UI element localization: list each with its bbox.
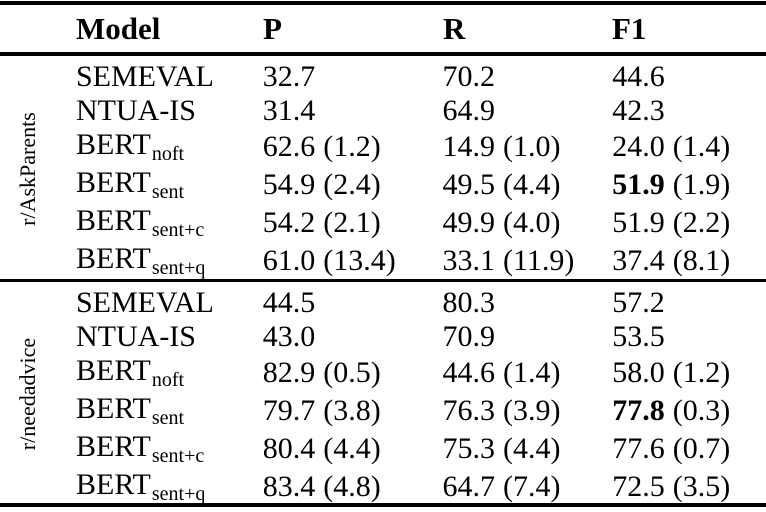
f1-cell: 37.4 (8.1) <box>612 244 731 277</box>
r-cell: 49.5 (4.4) <box>442 168 561 201</box>
table-row: BERTsent 79.7 (3.8) 76.3 (3.9) 77.8 (0.3) <box>0 392 766 430</box>
model-cell: SEMEVAL <box>76 286 214 319</box>
r-cell: 75.3 (4.4) <box>442 432 561 465</box>
p-cell: 32.7 <box>262 60 316 93</box>
f1-cell: 51.9 (1.9) <box>612 168 731 201</box>
f1-cell: 44.6 <box>612 60 665 93</box>
table-row: NTUA-IS 43.0 70.9 53.5 <box>0 320 766 354</box>
table-row: BERTnoft 82.9 (0.5) 44.6 (1.4) 58.0 (1.2) <box>0 354 766 392</box>
header-model: Model <box>76 11 161 46</box>
f1-cell: 24.0 (1.4) <box>612 130 731 163</box>
model-cell: BERTsent <box>76 166 185 203</box>
group-askparents: r/AskParents SEMEVAL 32.7 70.2 44.6 NTUA-IS 3… <box>0 60 766 280</box>
f1-cell: 42.3 <box>612 94 665 127</box>
p-cell: 31.4 <box>262 94 316 127</box>
model-cell: BERTsent+c <box>76 430 205 467</box>
table-row: BERTsent+q 83.4 (4.8) 64.7 (7.4) 72.5 (3.5) <box>0 468 766 506</box>
model-cell: BERTnoft <box>76 354 185 391</box>
f1-cell: 58.0 (1.2) <box>612 356 731 389</box>
header-precision: P <box>263 11 282 46</box>
r-cell: 64.9 <box>442 94 495 127</box>
header-f1: F1 <box>612 11 647 46</box>
model-cell: NTUA-IS <box>76 94 196 127</box>
group-rows: SEMEVAL 44.5 80.3 57.2 NTUA-IS 43.0 70.9 53.5 BE… <box>0 286 766 505</box>
bottom-rule <box>0 503 766 507</box>
top-rule <box>0 1 766 5</box>
r-cell: 44.6 (1.4) <box>442 356 561 389</box>
r-cell: 70.2 <box>442 60 495 93</box>
table-row: BERTnoft 62.6 (1.2) 14.9 (1.0) 24.0 (1.4) <box>0 128 766 166</box>
r-cell: 33.1 (11.9) <box>442 244 575 277</box>
table-row: NTUA-IS 31.4 64.9 42.3 <box>0 94 766 128</box>
p-cell: 43.0 <box>262 320 316 353</box>
p-cell: 83.4 (4.8) <box>262 470 381 503</box>
model-cell: SEMEVAL <box>76 60 214 93</box>
r-cell: 64.7 (7.4) <box>442 470 561 503</box>
table-row: SEMEVAL 32.7 70.2 44.6 <box>0 60 766 94</box>
r-cell: 76.3 (3.9) <box>442 394 561 427</box>
p-cell: 62.6 (1.2) <box>262 130 381 163</box>
model-cell: BERTsent+c <box>76 204 205 241</box>
f1-cell: 53.5 <box>612 320 665 353</box>
f1-cell: 77.8 (0.3) <box>612 394 731 427</box>
header-recall: R <box>443 11 466 46</box>
r-cell: 14.9 (1.0) <box>442 130 561 163</box>
model-cell: BERTsent+q <box>76 242 206 279</box>
p-cell: 54.2 (2.1) <box>262 206 381 239</box>
group-rows: SEMEVAL 32.7 70.2 44.6 NTUA-IS 31.4 64.9 42.3 BE… <box>0 60 766 280</box>
table-row: BERTsent+c 80.4 (4.4) 75.3 (4.4) 77.6 (0.7) <box>0 430 766 468</box>
group-needadvice: r/needadvice SEMEVAL 44.5 80.3 57.2 NTUA-IS 4… <box>0 286 766 505</box>
model-cell: BERTsent <box>76 392 185 429</box>
table-row: SEMEVAL 44.5 80.3 57.2 <box>0 286 766 320</box>
p-cell: 82.9 (0.5) <box>262 356 381 389</box>
model-cell: BERTnoft <box>76 128 185 165</box>
p-cell: 61.0 (13.4) <box>262 244 396 277</box>
table-row: BERTsent+q 61.0 (13.4) 33.1 (11.9) 37.4 (8.1) <box>0 242 766 280</box>
r-cell: 70.9 <box>442 320 495 353</box>
r-cell: 49.9 (4.0) <box>442 206 561 239</box>
model-cell: BERTsent+q <box>76 468 206 505</box>
model-cell: NTUA-IS <box>76 320 196 353</box>
p-cell: 54.9 (2.4) <box>262 168 381 201</box>
f1-cell: 72.5 (3.5) <box>612 470 731 503</box>
table-row: BERTsent+c 54.2 (2.1) 49.9 (4.0) 51.9 (2.2) <box>0 204 766 242</box>
p-cell: 80.4 (4.4) <box>262 432 381 465</box>
table-row: BERTsent 54.9 (2.4) 49.5 (4.4) 51.9 (1.9) <box>0 166 766 204</box>
header-separator-rule <box>0 52 766 56</box>
p-cell: 44.5 <box>262 286 316 319</box>
f1-cell: 57.2 <box>612 286 665 319</box>
r-cell: 80.3 <box>442 286 495 319</box>
f1-cell: 51.9 (2.2) <box>612 206 731 239</box>
group-separator-rule <box>0 279 766 282</box>
p-cell: 79.7 (3.8) <box>262 394 381 427</box>
f1-cell: 77.6 (0.7) <box>612 432 731 465</box>
